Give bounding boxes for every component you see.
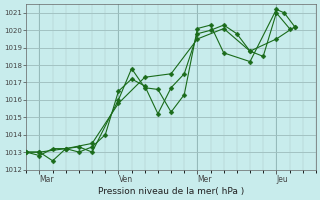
X-axis label: Pression niveau de la mer( hPa ): Pression niveau de la mer( hPa ) [98,187,244,196]
